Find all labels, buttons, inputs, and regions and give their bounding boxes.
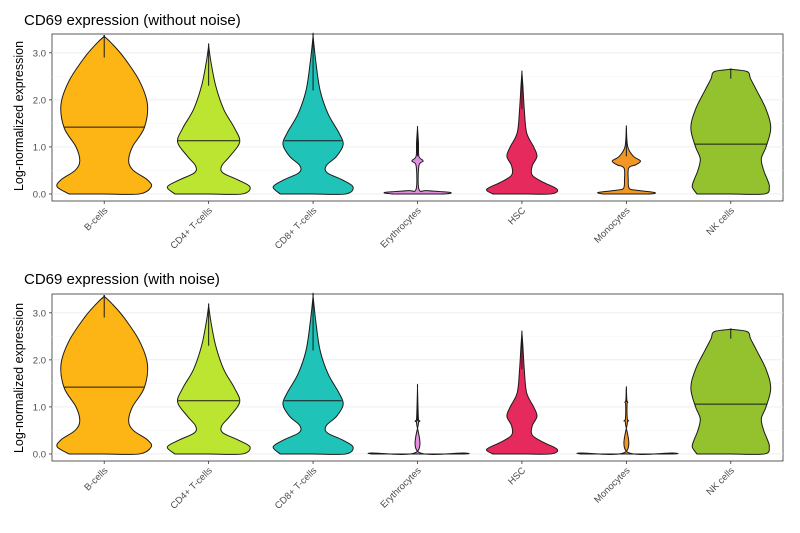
x-tick-label: CD4+ T-cells xyxy=(168,205,214,251)
y-tick-label: 3.0 xyxy=(33,48,46,59)
x-tick-label: Erythrocytes xyxy=(379,205,424,250)
violin-hsc xyxy=(486,70,559,195)
x-tick-label: CD4+ T-cells xyxy=(168,465,214,511)
violin-cd8-t-cells xyxy=(272,32,354,195)
violins xyxy=(56,32,772,195)
violin-cd8-t-cells xyxy=(272,292,354,455)
violins xyxy=(56,292,772,455)
violin-b-cells xyxy=(56,294,153,455)
y-tick-label: 2.0 xyxy=(33,95,46,106)
x-tick-label: Monocytes xyxy=(592,205,632,245)
violin-erythrocytes xyxy=(383,125,452,195)
chart-title: CD69 expression (with noise) xyxy=(24,271,220,288)
x-tick-label: NK cells xyxy=(704,465,737,498)
x-axis-ticks: B-cells CD4+ T-cells CD8+ T-cells Erythr… xyxy=(82,201,737,252)
x-tick-label: Monocytes xyxy=(592,465,632,505)
chart-title: CD69 expression (without noise) xyxy=(24,12,241,29)
violin-monocytes xyxy=(576,386,679,455)
y-tick-label: 3.0 xyxy=(33,308,46,319)
y-tick-label: 1.0 xyxy=(33,402,46,413)
y-tick-label: 2.0 xyxy=(33,355,46,366)
x-tick-label: CD8+ T-cells xyxy=(273,205,319,251)
x-tick-label: Erythrocytes xyxy=(379,465,424,510)
violin-cd4-t-cells xyxy=(166,303,251,455)
violin-monocytes xyxy=(597,125,656,195)
violin-cd4-t-cells xyxy=(166,43,251,195)
y-axis-ticks: 0.0 1.0 2.0 3.0 xyxy=(33,308,52,460)
y-axis-label: Log-normalized expression xyxy=(12,41,26,191)
x-tick-label: B-cells xyxy=(82,205,110,233)
violin-chart-with-noise: CD69 expression (with noise) Log-normali… xyxy=(12,271,784,512)
y-axis-label: Log-normalized expression xyxy=(12,303,26,453)
y-tick-label: 1.0 xyxy=(33,142,46,153)
x-tick-label: HSC xyxy=(506,205,528,227)
violin-chart-without-noise: CD69 expression (without noise) Log-norm… xyxy=(12,12,784,252)
y-tick-label: 0.0 xyxy=(33,189,46,200)
violin-b-cells xyxy=(56,34,153,195)
violin-hsc xyxy=(486,330,559,455)
x-tick-label: HSC xyxy=(506,465,528,487)
x-axis-ticks: B-cells CD4+ T-cells CD8+ T-cells Erythr… xyxy=(82,461,737,512)
x-tick-label: NK cells xyxy=(704,205,737,238)
violin-nk-cells xyxy=(690,328,772,455)
violin-erythrocytes xyxy=(367,383,470,455)
y-axis-ticks: 0.0 1.0 2.0 3.0 xyxy=(33,48,52,200)
x-tick-label: CD8+ T-cells xyxy=(273,465,319,511)
y-tick-label: 0.0 xyxy=(33,449,46,460)
violin-nk-cells xyxy=(690,68,772,195)
x-tick-label: B-cells xyxy=(82,465,110,493)
